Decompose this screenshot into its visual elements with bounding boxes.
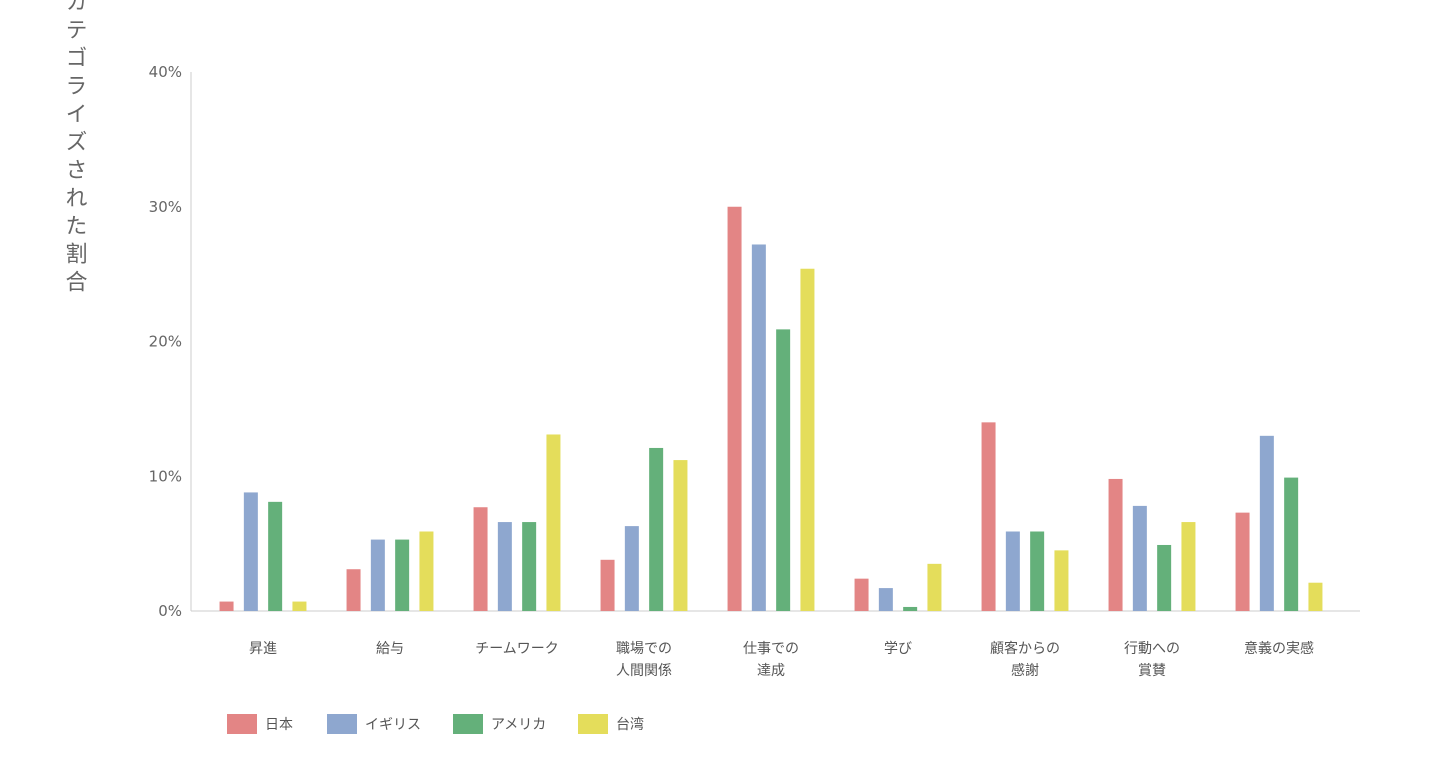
bar	[1181, 522, 1196, 611]
bar	[546, 434, 561, 611]
bar	[370, 539, 385, 611]
legend-swatch	[327, 714, 357, 734]
bar	[600, 559, 615, 611]
bar	[800, 268, 815, 611]
bar	[522, 522, 537, 611]
bar	[649, 447, 664, 611]
bar	[346, 569, 361, 611]
bar	[1308, 582, 1323, 611]
y-tick-label: 0%	[158, 602, 182, 620]
x-category-label: 職場での	[616, 641, 672, 657]
y-tick-labels: 0% 10% 20% 30% 40%	[149, 63, 182, 620]
bar	[1259, 435, 1274, 611]
bar	[395, 539, 410, 611]
bar	[727, 206, 742, 611]
legend-label: イギリス	[365, 717, 421, 733]
bar	[1284, 477, 1299, 611]
x-category-label: 達成	[757, 663, 785, 679]
bar	[903, 606, 918, 611]
bar	[981, 422, 996, 611]
legend-label: 台湾	[616, 716, 644, 733]
x-category-label: 感謝	[1011, 662, 1039, 679]
bar	[497, 522, 512, 611]
bar	[219, 601, 234, 611]
x-category-label: 意義の実感	[1244, 640, 1314, 657]
x-category-label: 賞賛	[1138, 663, 1166, 679]
legend-swatch	[227, 714, 257, 734]
legend: 日本 イギリス アメリカ 台湾	[227, 714, 644, 734]
legend-swatch	[578, 714, 608, 734]
bar	[419, 531, 434, 611]
x-category-label: 学び	[884, 641, 912, 657]
x-category-label: 昇進	[249, 641, 277, 657]
x-category-label: 顧客からの	[990, 640, 1060, 657]
bar	[1054, 550, 1069, 611]
x-category-label: チームワーク	[475, 641, 559, 657]
bar	[751, 244, 766, 612]
y-axis-label: カテゴライズされた割合	[62, 0, 88, 298]
bar	[292, 601, 307, 611]
x-category-label: 給与	[376, 641, 404, 657]
bar	[243, 492, 258, 611]
bar	[473, 507, 488, 611]
y-tick-label: 40%	[149, 63, 182, 81]
bar	[1030, 531, 1045, 611]
x-category-label: 行動への	[1124, 641, 1180, 657]
bar	[878, 588, 893, 611]
bar	[854, 578, 869, 611]
bar	[1235, 512, 1250, 611]
x-category-label: 人間関係	[616, 663, 672, 679]
y-tick-label: 20%	[149, 333, 182, 351]
bar	[673, 460, 688, 611]
x-category-label: 仕事での	[743, 641, 799, 657]
bars	[219, 206, 1323, 612]
bar	[1108, 478, 1123, 611]
legend-label: 日本	[265, 717, 293, 733]
bar	[1157, 544, 1172, 611]
bar	[268, 501, 283, 611]
bar	[927, 563, 942, 611]
bar	[1005, 531, 1020, 611]
legend-swatch	[453, 714, 483, 734]
y-tick-label: 30%	[149, 198, 182, 216]
legend-label: アメリカ	[491, 717, 546, 733]
bar	[776, 329, 791, 611]
y-tick-label: 10%	[149, 467, 182, 485]
bar	[624, 526, 639, 611]
bar	[1132, 505, 1147, 611]
